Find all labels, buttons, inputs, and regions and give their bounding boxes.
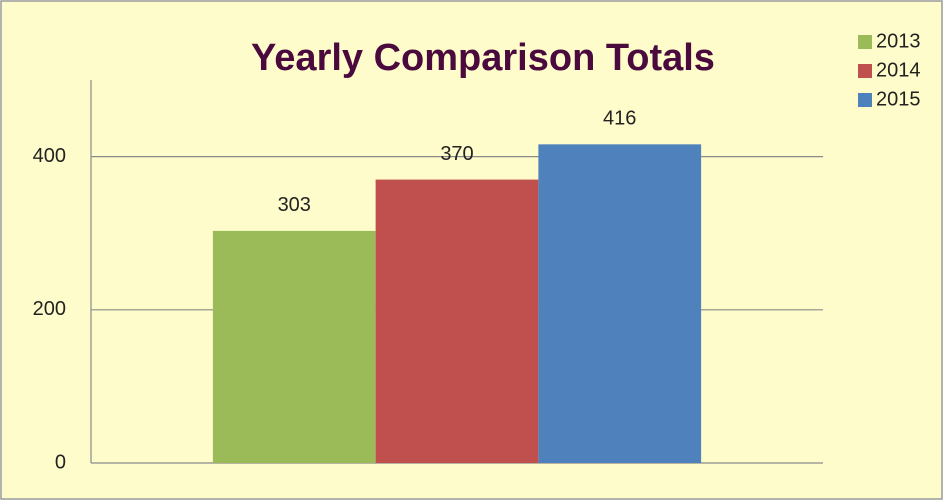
chart-title: Yearly Comparison Totals [251, 37, 715, 79]
data-label: 416 [603, 108, 636, 130]
y-tick-label: 200 [33, 298, 66, 320]
legend-label: 2014 [876, 59, 921, 81]
bar [538, 144, 702, 463]
bar [375, 179, 539, 463]
y-tick-label: 400 [33, 145, 66, 167]
data-label: 370 [440, 143, 473, 165]
legend-label: 2015 [876, 88, 921, 110]
data-label: 303 [278, 194, 311, 216]
legend-label: 2013 [876, 30, 921, 52]
y-tick-label: 0 [55, 451, 66, 473]
legend-swatch [858, 35, 872, 49]
legend-swatch [858, 64, 872, 78]
legend-swatch [858, 93, 872, 107]
bar [212, 230, 376, 463]
